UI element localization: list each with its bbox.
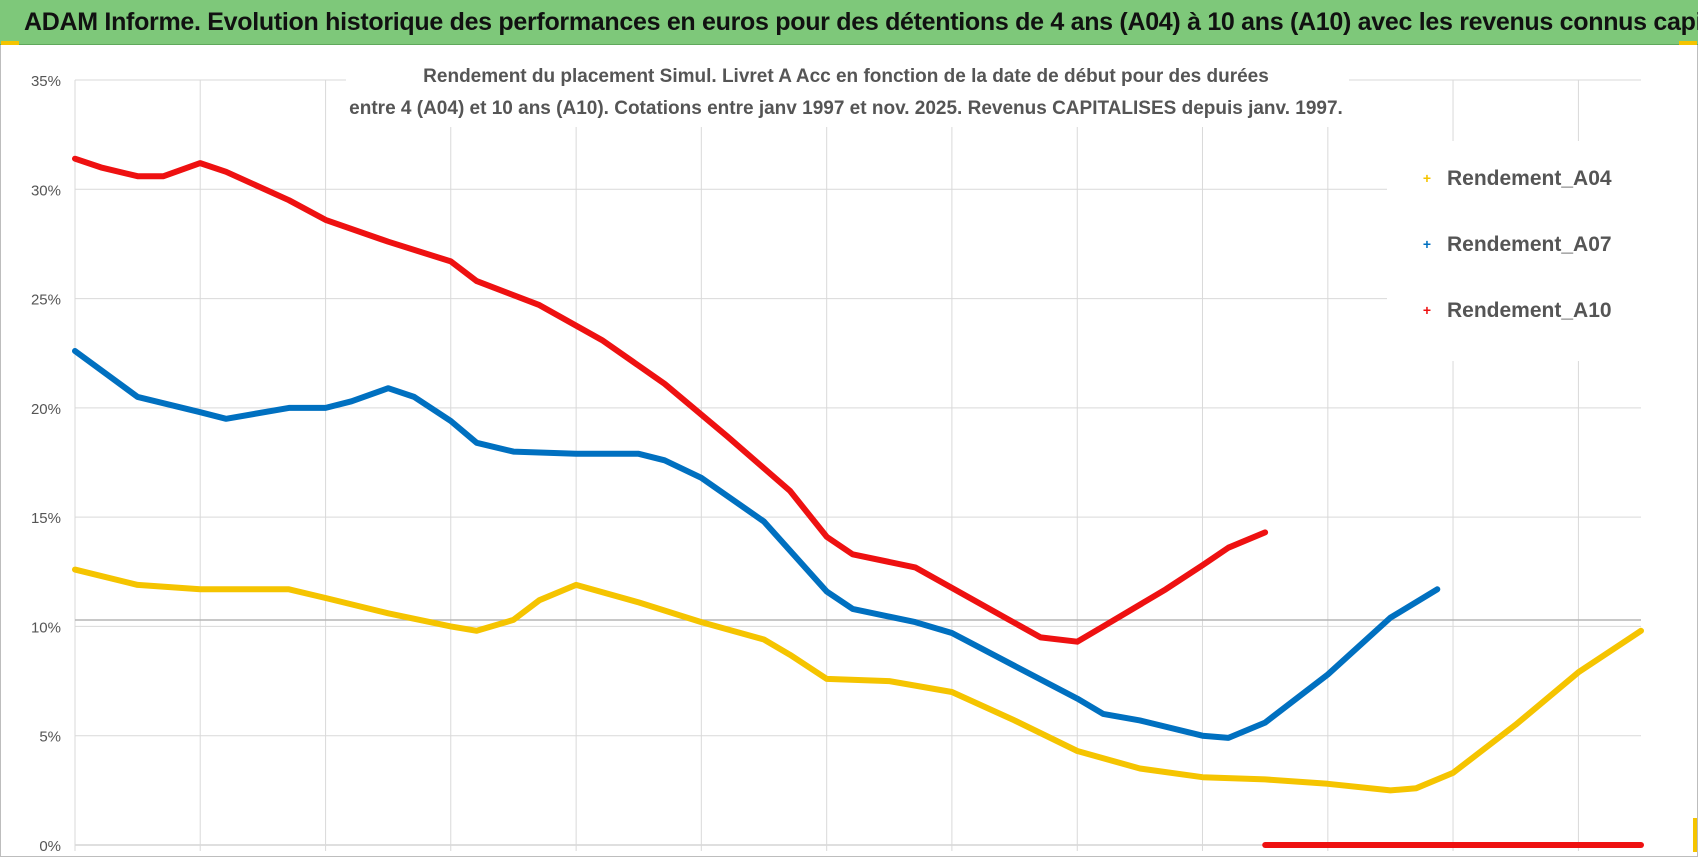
legend-marker: + (1423, 170, 1431, 186)
legend-label: Rendement_A04 (1447, 167, 1612, 190)
series-line (72, 348, 1441, 741)
chart-series (72, 155, 1644, 848)
y-axis-labels: 0% 5% 10% 15% 20% 25% 30% 35% (31, 73, 61, 855)
frame-corner-tl (1, 41, 19, 45)
legend-marker: + (1423, 302, 1431, 318)
y-tick-label: 15% (31, 510, 61, 527)
y-tick-label: 5% (39, 729, 61, 746)
frame-corner-tr (1679, 41, 1697, 45)
y-tick-label: 0% (39, 838, 61, 855)
series-rendement-a10 (72, 155, 1644, 848)
legend-marker: + (1423, 236, 1431, 252)
y-tick-label: 35% (31, 73, 61, 90)
legend-label: Rendement_A10 (1447, 299, 1612, 322)
legend-label: Rendement_A07 (1447, 233, 1612, 256)
title-backdrop (346, 56, 1349, 127)
header-banner: ADAM Informe. Evolution historique des p… (0, 0, 1698, 45)
legend-backdrop (1387, 141, 1641, 361)
y-tick-label: 20% (31, 401, 61, 418)
chart-title-line2: entre 4 (A04) et 10 ans (A10). Cotations… (349, 98, 1343, 119)
y-tick-label: 25% (31, 292, 61, 309)
frame-corner-br (1693, 818, 1697, 852)
series-line (72, 566, 1644, 794)
series-rendement-a04 (72, 566, 1644, 794)
chart-title-line1: Rendement du placement Simul. Livret A A… (423, 66, 1269, 87)
chart-grid (74, 79, 1641, 851)
chart-legend: + Rendement_A04 + Rendement_A07 + Rendement_A… (1387, 141, 1641, 361)
chart-frame: 0%5%10%15%20%25%30%35% 01/01/199701/01/1… (0, 41, 1698, 857)
series-line (72, 155, 1269, 645)
y-tick-label: 10% (31, 619, 61, 636)
series-rendement-a07 (72, 348, 1441, 741)
banner-title: ADAM Informe. Evolution historique des p… (24, 7, 1698, 36)
y-tick-label: 30% (31, 182, 61, 199)
line-chart: 0%5%10%15%20%25%30%35% 01/01/199701/01/1… (31, 56, 1644, 855)
